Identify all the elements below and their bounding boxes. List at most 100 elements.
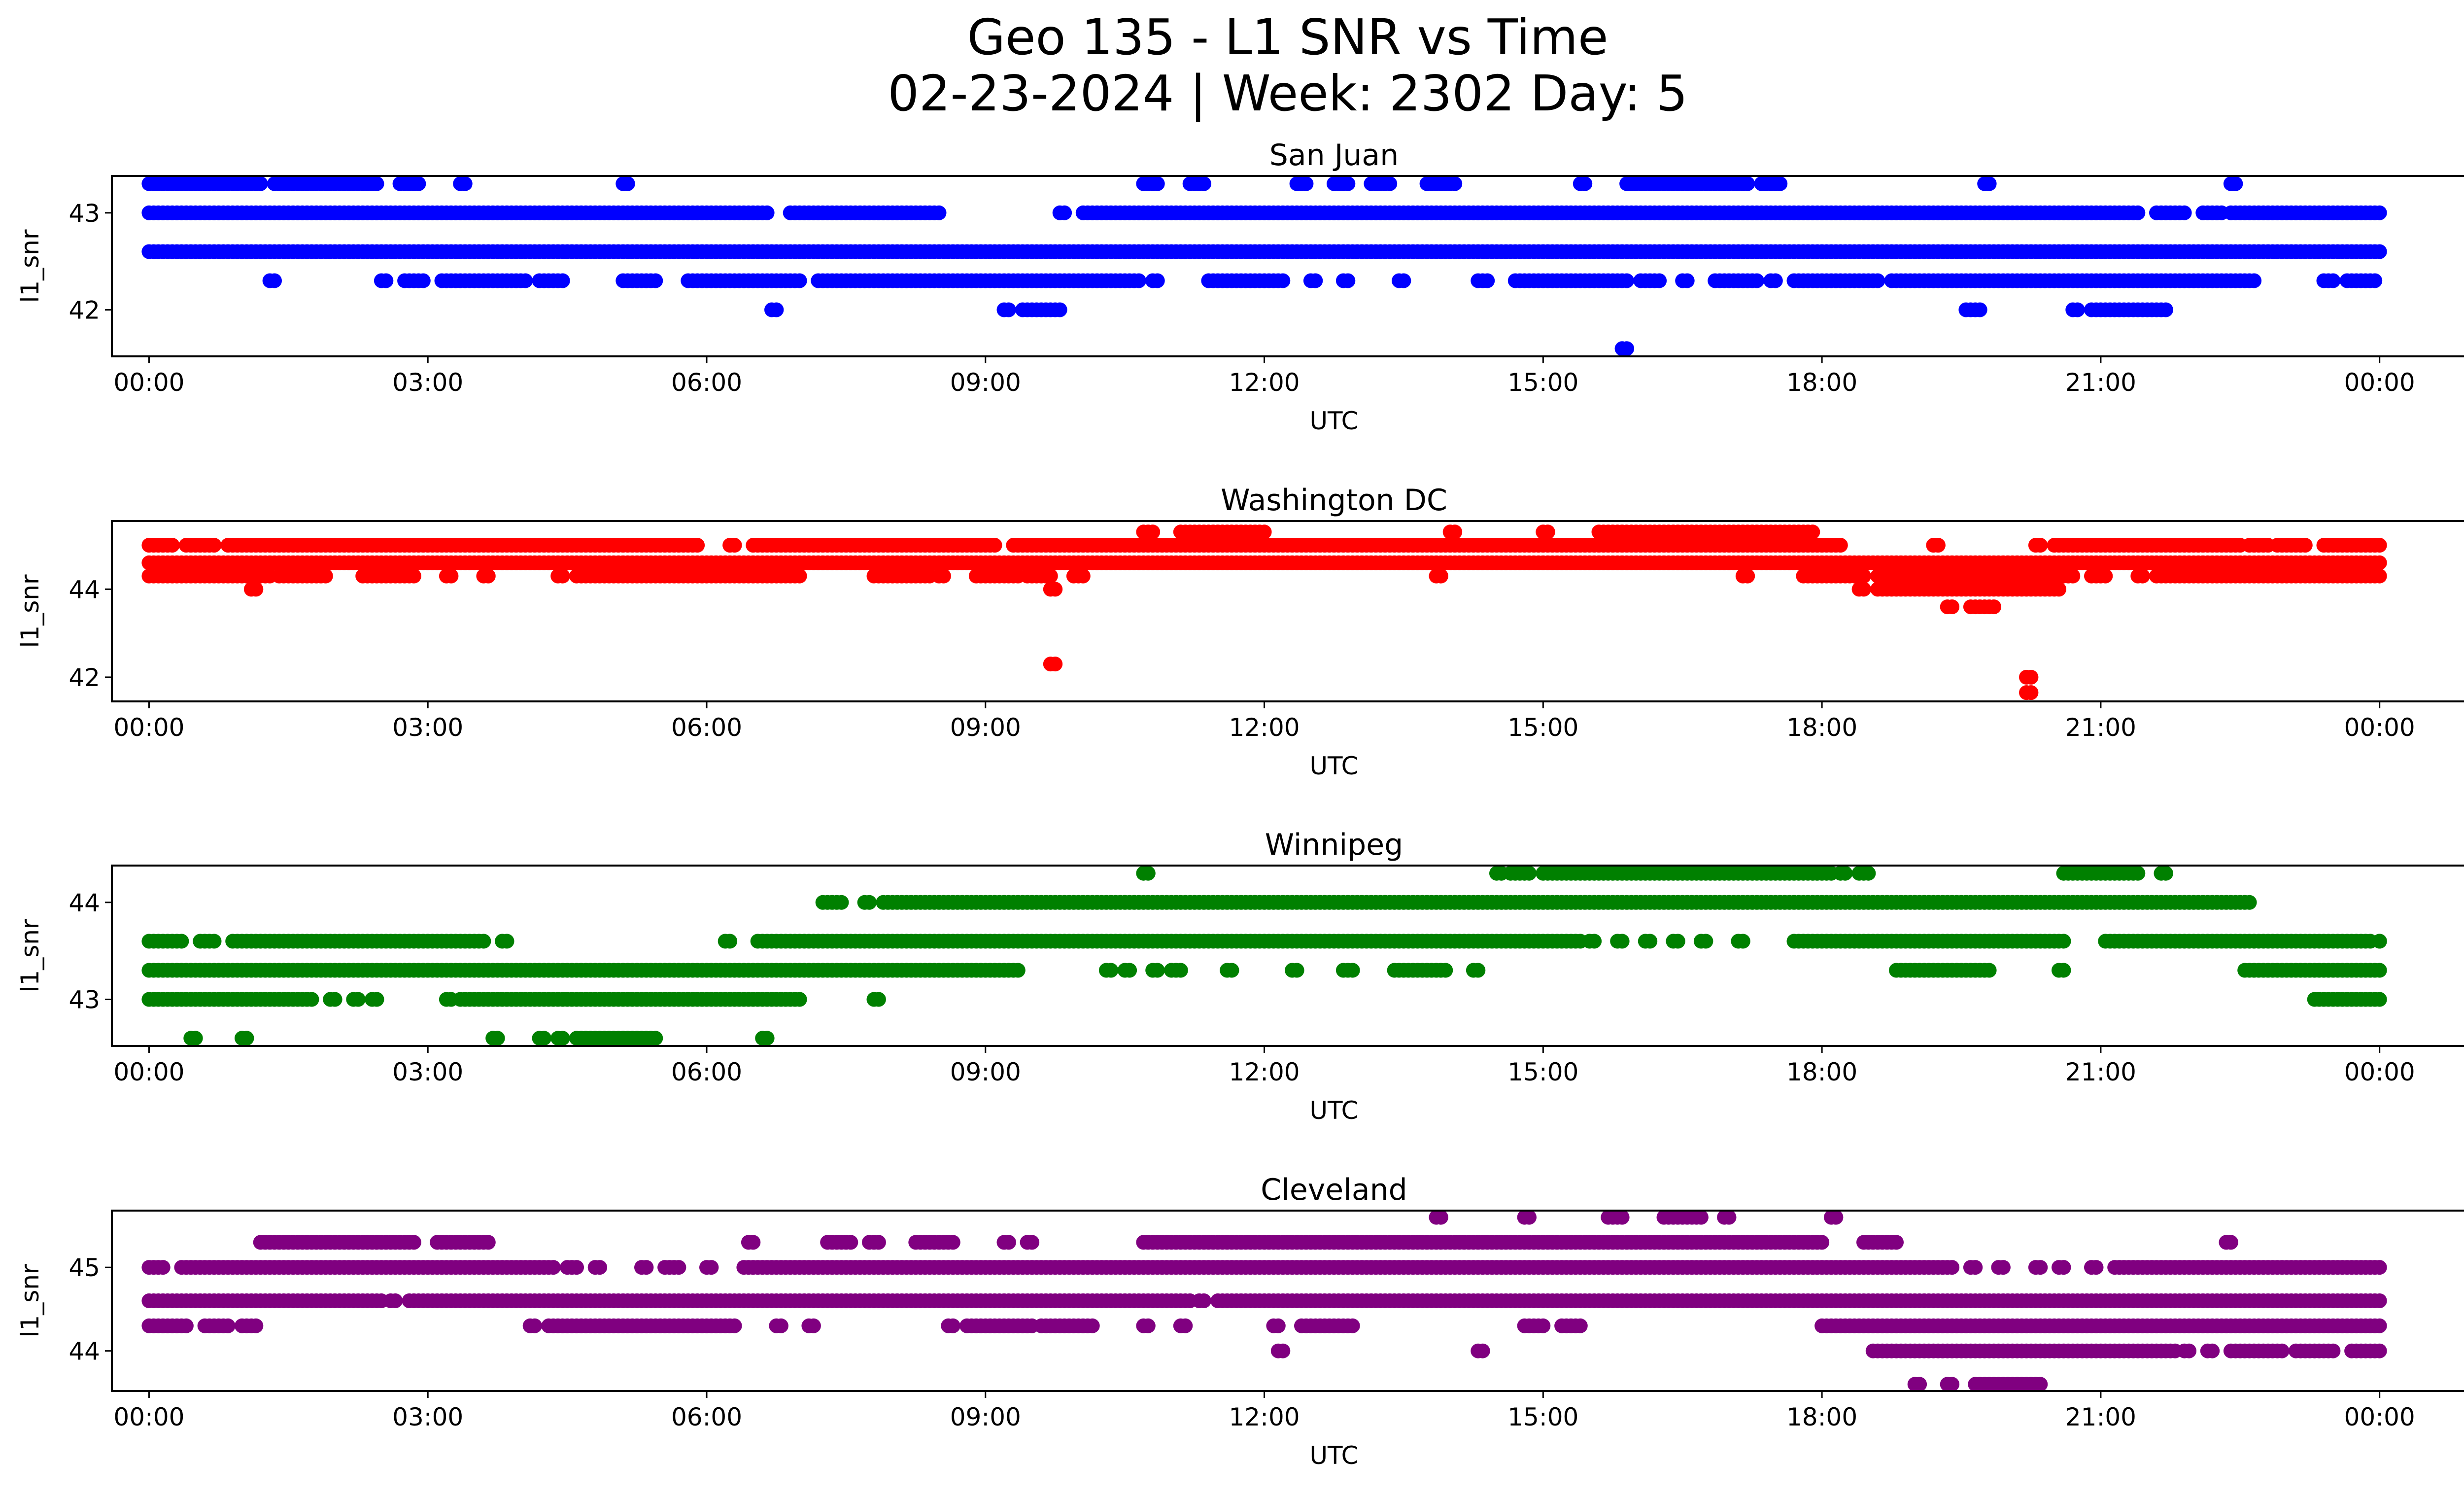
data-point [2247,273,2262,288]
data-point [1619,341,1635,356]
data-point [1930,538,1946,553]
data-point [1735,934,1750,949]
data-point [2135,568,2150,584]
data-point [480,1235,496,1250]
data-point [2070,302,2085,317]
x-tick-label: 00:00 [113,1058,184,1086]
data-point [648,273,663,288]
data-point [2130,205,2146,220]
data-point [2056,963,2071,978]
x-tick-label: 18:00 [1786,713,1857,742]
data-point [1480,273,1495,288]
data-point [1522,866,1537,881]
data-point [2372,934,2387,949]
data-point [843,1235,858,1250]
data-point [871,992,886,1007]
data-point [1833,538,1848,553]
data-point [2326,273,2341,288]
data-point [1982,176,1997,191]
data-point [518,273,533,288]
x-tick-label: 09:00 [950,1058,1021,1086]
data-point [1289,963,1304,978]
data-point [792,568,807,584]
data-point [1805,524,1820,540]
data-point [1382,176,1398,191]
x-tick-label: 00:00 [2344,713,2415,742]
data-point [671,1260,686,1275]
x-tick-label: 15:00 [1507,1058,1578,1086]
y-axis-label: l1_snr [16,229,44,303]
y-tick-label: 44 [68,889,100,917]
data-point [537,1031,551,1046]
data-point [304,992,319,1007]
data-point [648,1031,663,1046]
data-point [406,568,421,584]
y-tick-label: 43 [68,986,100,1014]
data-point [2056,934,2071,949]
data-point [2372,1260,2387,1275]
data-point [253,176,268,191]
data-point [1433,1211,1448,1225]
data-point [569,1260,584,1275]
y-tick-label: 42 [68,663,100,692]
data-point [2033,538,2048,553]
data-point [2372,568,2387,584]
data-point [1721,1211,1737,1225]
data-point [1150,963,1165,978]
data-point [1986,599,2001,615]
x-tick-label: 03:00 [392,368,463,397]
data-point [2023,685,2039,700]
data-point [746,1235,761,1250]
x-axis-label: UTC [1309,1096,1358,1125]
x-tick-label: 06:00 [671,368,742,397]
data-point [2130,866,2146,881]
data-point [727,538,742,553]
x-tick-label: 15:00 [1507,713,1578,742]
data-point [1057,205,1072,220]
data-point [1048,582,1063,597]
data-point [1145,524,1161,540]
x-tick-label: 12:00 [1229,713,1300,742]
x-tick-label: 00:00 [2344,1058,2415,1086]
data-point [1308,273,1323,288]
data-point [1001,302,1016,317]
data-point [871,1235,886,1250]
data-point [2023,669,2039,685]
panel-title: Winnipeg [1265,828,1403,862]
data-point [248,582,264,597]
data-point [2372,538,2387,553]
data-point [1814,1235,1830,1250]
data-point [1173,963,1188,978]
data-point [555,1031,570,1046]
data-point [1197,176,1211,191]
data-point [1982,963,1997,978]
data-point [546,1260,561,1275]
x-tick-label: 12:00 [1229,368,1300,397]
figure-title: Geo 135 - L1 SNR vs Time [967,8,1608,66]
data-point [2242,895,2257,910]
data-point [378,273,394,288]
y-axis-label: l1_snr [16,574,44,648]
x-tick-label: 18:00 [1786,368,1857,397]
data-point [2158,866,2173,881]
x-tick-label: 03:00 [392,1058,463,1086]
data-point [369,176,384,191]
data-point [165,538,180,553]
x-axis-label: UTC [1309,407,1358,435]
data-point [2372,205,2387,220]
data-point [267,273,282,288]
data-point [1438,963,1453,978]
x-tick-label: 21:00 [2065,1058,2136,1086]
data-point [2228,176,2243,191]
data-point [1140,866,1156,881]
panel-title: San Juan [1269,138,1399,173]
data-point [406,1235,421,1250]
data-point [1614,934,1630,949]
data-point [759,1031,775,1046]
data-point [1679,273,1695,288]
x-tick-label: 15:00 [1507,368,1578,397]
panel-washington-dc: 00:00 03:00 06:00 09:00 12:00 15:00 18:00 21:00… [16,483,2464,780]
data-point [2367,273,2383,288]
data-point [1587,934,1602,949]
data-point [1670,934,1685,949]
